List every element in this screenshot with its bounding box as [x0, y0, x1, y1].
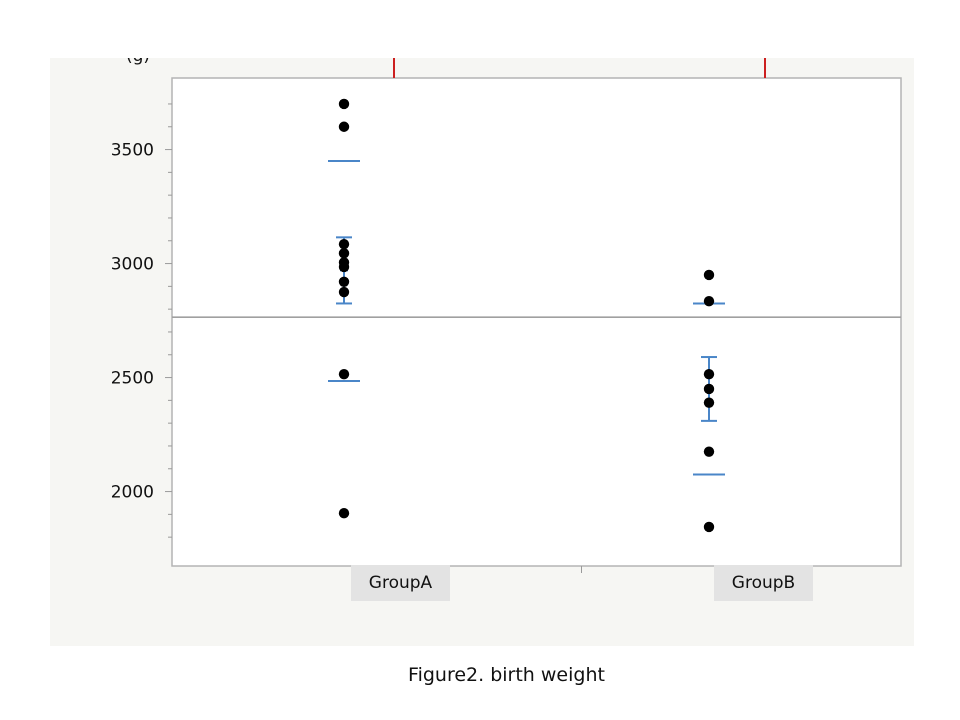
category-label-groupa: GroupA: [351, 565, 450, 601]
data-point: [338, 98, 350, 110]
significance-bracket: [393, 58, 766, 78]
plot-area: [171, 77, 902, 567]
y-tick-label: 3000: [111, 255, 154, 275]
data-point: [338, 261, 350, 273]
figure-caption: Figure2. birth weight: [408, 664, 605, 686]
data-point: [703, 383, 715, 395]
y-tick-label: 2000: [111, 483, 154, 503]
category-label-groupb: GroupB: [714, 565, 813, 601]
data-point: [338, 368, 350, 380]
data-point: [338, 286, 350, 298]
data-point: [338, 238, 350, 250]
data-point: [703, 521, 715, 533]
y-tick-label: 2500: [111, 369, 154, 389]
data-point: [338, 276, 350, 287]
data-point: [703, 446, 715, 457]
data-point: [703, 269, 715, 281]
data-point: [703, 295, 715, 307]
y-tick-label: 3500: [111, 141, 154, 161]
data-point: [703, 368, 715, 380]
data-point: [338, 508, 350, 519]
data-point: [703, 397, 715, 408]
data-point: [338, 248, 350, 259]
y-unit-label: (g): [126, 58, 150, 66]
data-point: [338, 121, 350, 132]
